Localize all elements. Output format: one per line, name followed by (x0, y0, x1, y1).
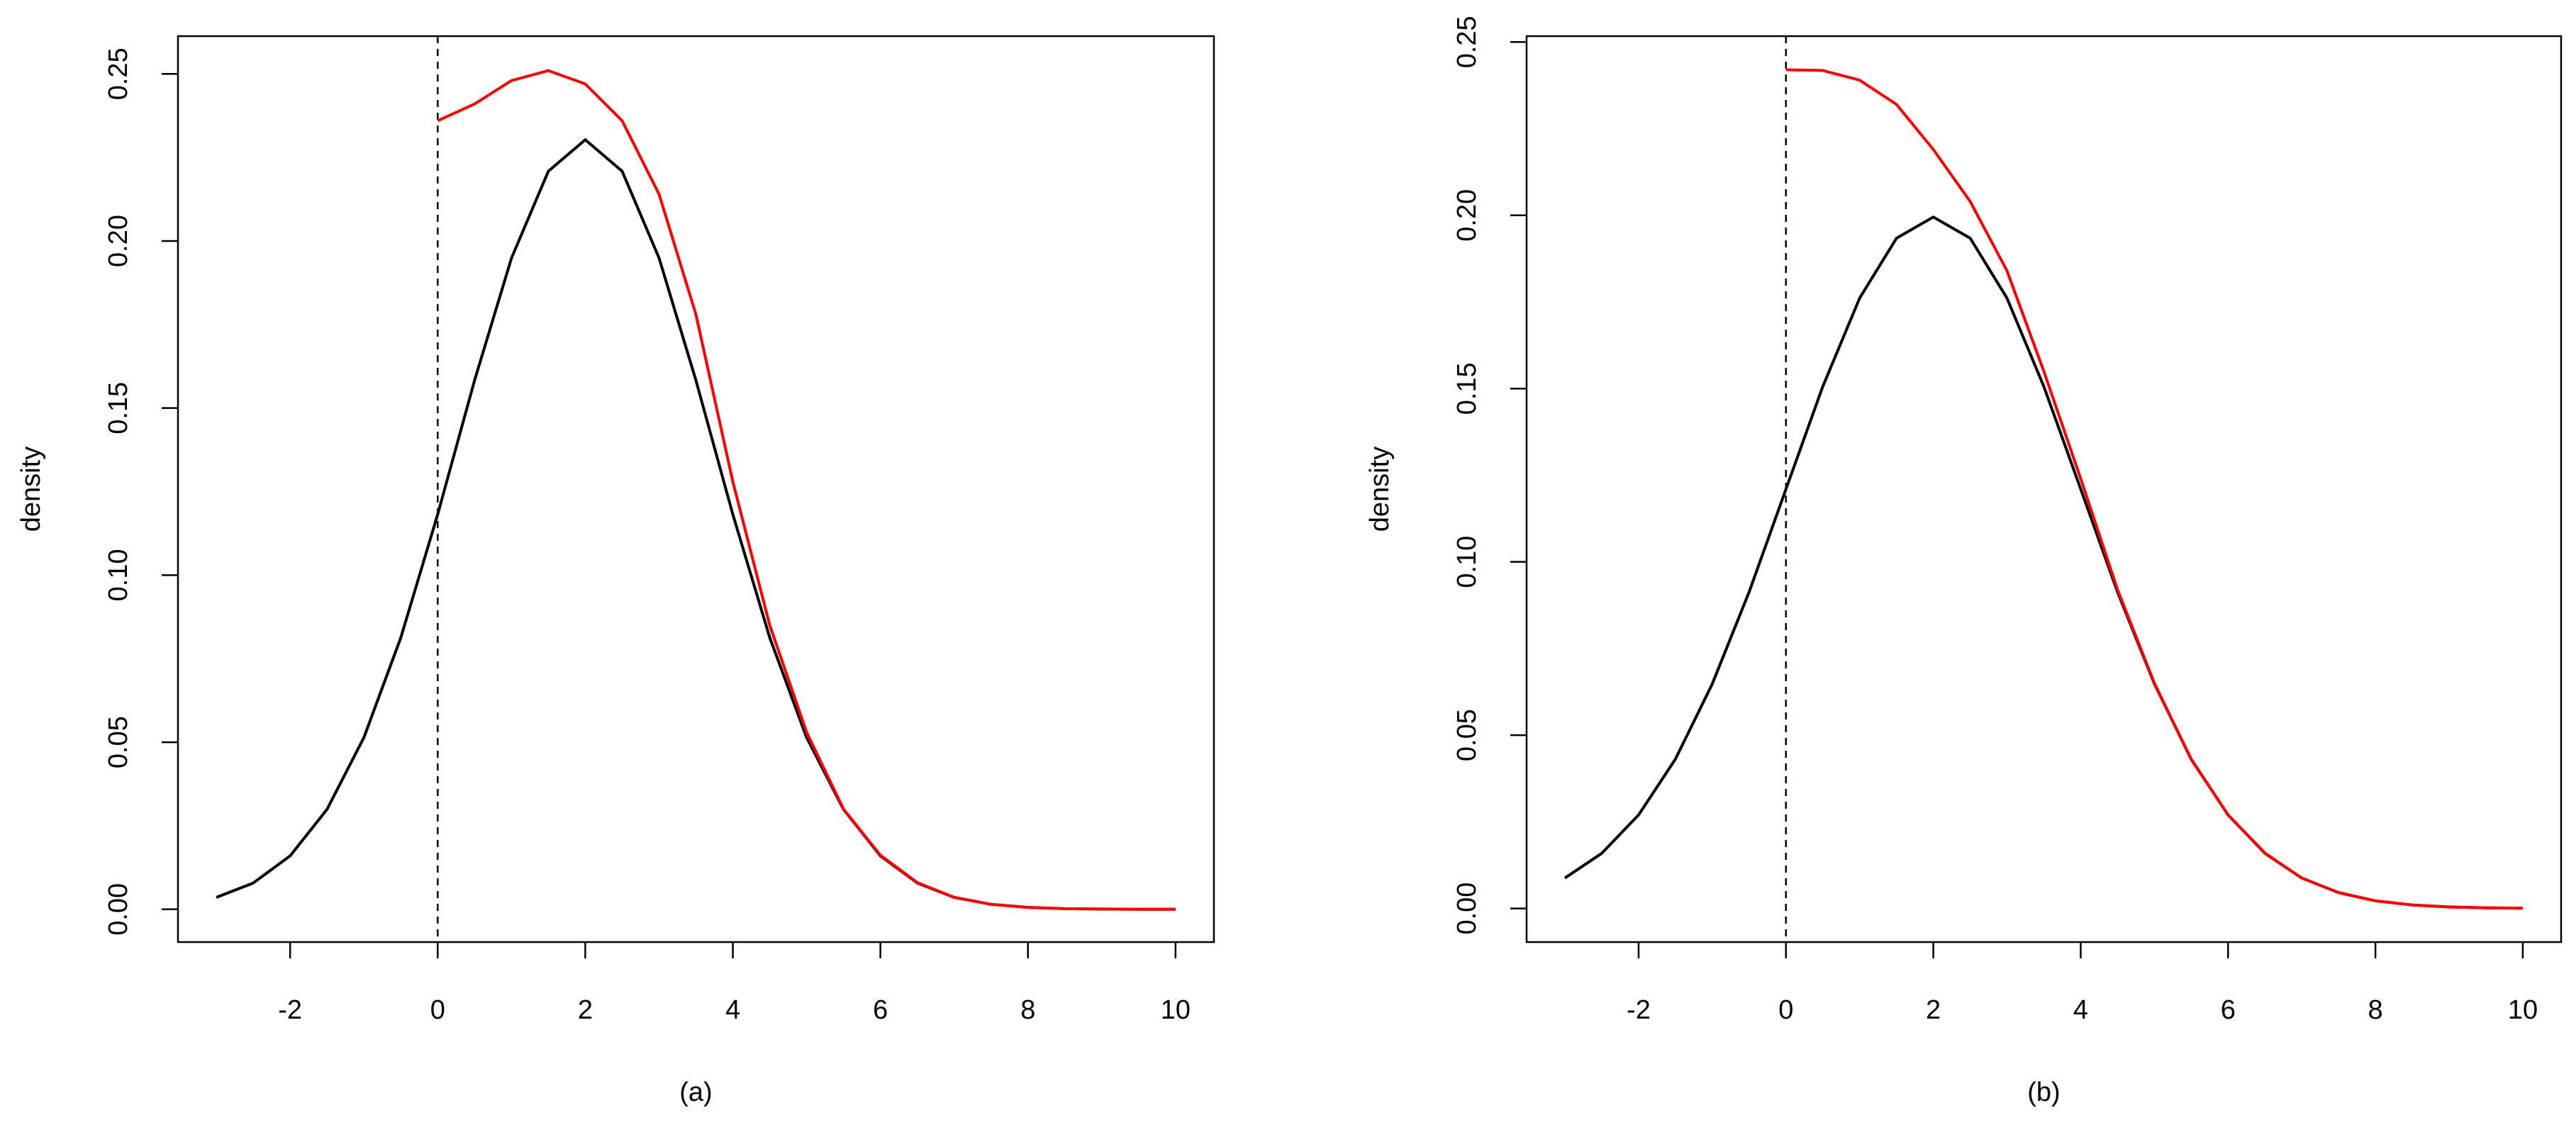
x-tick-label: 2 (1926, 995, 1941, 1025)
density-curve (1785, 68, 2524, 910)
y-tick-label: 0.05 (1452, 709, 1482, 761)
x-tick-label: 4 (725, 995, 740, 1025)
y-tick-label: 0.20 (1452, 189, 1482, 242)
y-tick-label: 0.00 (1452, 883, 1482, 935)
y-tick-label: 0.10 (104, 549, 133, 601)
y-tick-label: 0.10 (1452, 536, 1482, 588)
y-tick-label: 0.20 (104, 215, 133, 267)
x-tick-label: 4 (2073, 995, 2088, 1025)
x-tick-label: 10 (1161, 995, 1191, 1025)
x-axis-label: (b) (2027, 1077, 2060, 1107)
x-tick-label: 2 (578, 995, 593, 1025)
x-tick-label: -2 (1627, 995, 1651, 1025)
y-tick-label: 0.25 (1452, 16, 1482, 68)
x-tick-label: 6 (873, 995, 888, 1025)
x-tick-label: 0 (1778, 995, 1793, 1025)
y-tick-label: 0.15 (104, 382, 133, 435)
x-tick-label: -2 (278, 995, 302, 1025)
x-tick-label: 6 (2221, 995, 2236, 1025)
plot-frame (177, 35, 1215, 943)
density-curve (1563, 215, 2524, 910)
density-curve (216, 138, 1176, 911)
x-tick-label: 0 (430, 995, 445, 1025)
y-tick-label: 0.25 (104, 47, 133, 100)
x-axis-label: (a) (679, 1077, 712, 1107)
x-tick-label: 8 (2368, 995, 2383, 1025)
y-axis-label: density (16, 447, 46, 532)
y-axis-label: density (1365, 447, 1395, 532)
y-tick-label: 0.00 (104, 883, 133, 936)
x-tick-label: 10 (2508, 995, 2538, 1025)
y-tick-label: 0.15 (1452, 362, 1482, 415)
x-tick-label: 8 (1020, 995, 1035, 1025)
density-curve (437, 69, 1176, 911)
plot-frame (1525, 35, 2563, 943)
y-tick-label: 0.05 (104, 716, 133, 768)
